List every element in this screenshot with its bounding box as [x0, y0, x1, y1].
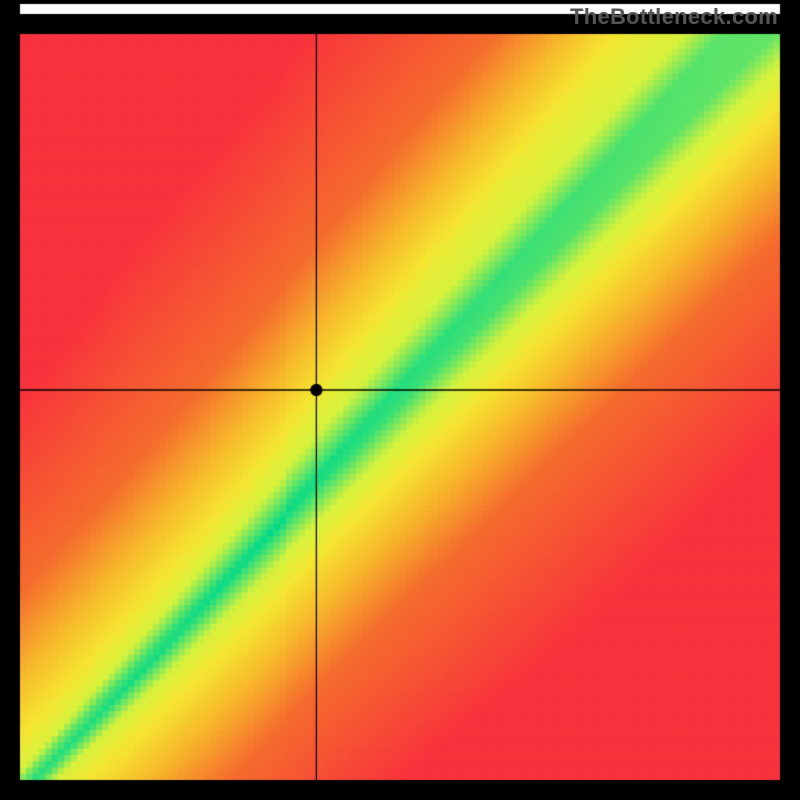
chart-container: TheBottleneck.com — [0, 0, 800, 800]
bottleneck-heatmap-canvas — [0, 0, 800, 800]
watermark-text: TheBottleneck.com — [570, 4, 778, 30]
